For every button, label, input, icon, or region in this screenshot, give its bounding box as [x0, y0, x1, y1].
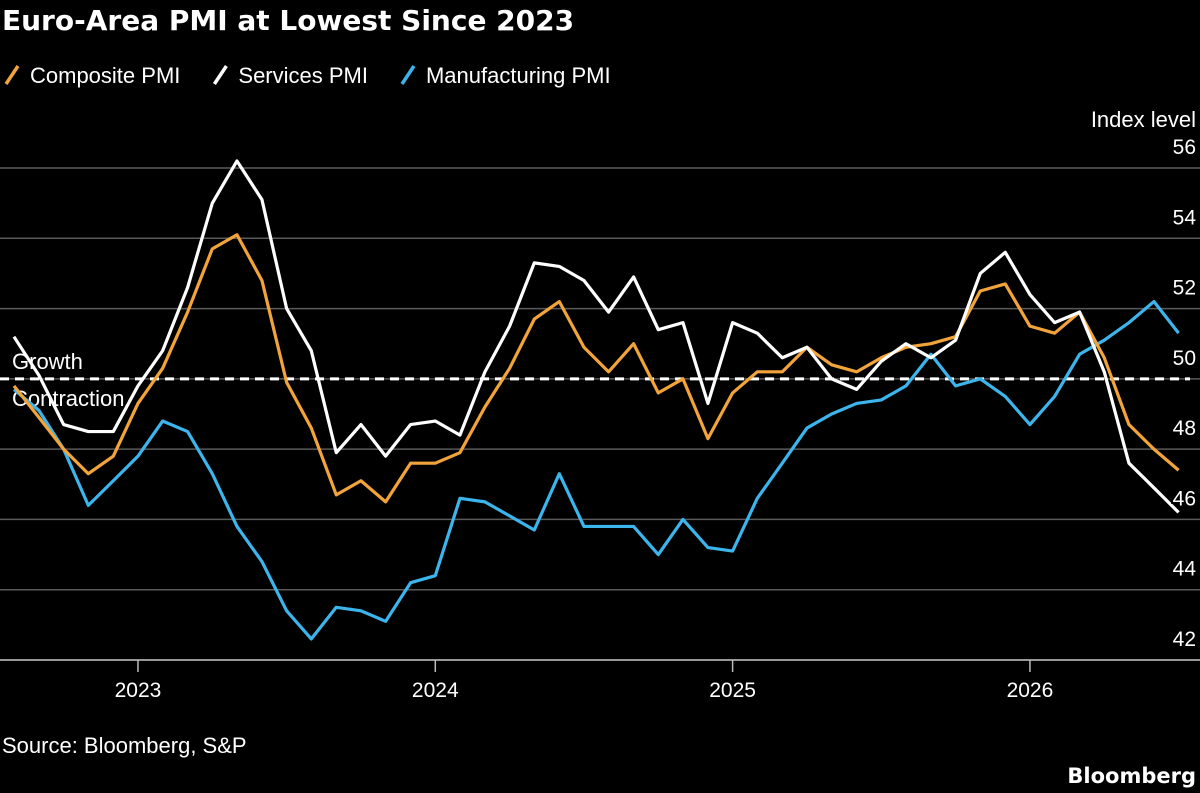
y-axis-label: Index level: [1091, 107, 1196, 132]
x-tick-label: 2025: [709, 679, 756, 702]
series-line: [12, 299, 1180, 641]
chart-title: Euro-Area PMI at Lowest Since 2023: [2, 4, 574, 37]
series-line: [12, 233, 1180, 504]
y-tick-label: 46: [1173, 487, 1196, 510]
y-tick-label: 44: [1173, 558, 1197, 581]
y-tick-label: 54: [1173, 206, 1197, 229]
annotation: Contraction: [12, 386, 125, 411]
branding: Bloomberg: [1067, 764, 1196, 788]
source: Source: Bloomberg, S&P: [2, 733, 247, 758]
legend-swatch: [400, 65, 416, 85]
y-tick-label: 56: [1173, 136, 1196, 159]
legend-swatch: [212, 65, 228, 85]
legend-label: Manufacturing PMI: [426, 63, 611, 88]
legend-swatch: [4, 65, 20, 85]
x-tick-label: 2024: [412, 679, 459, 702]
legend-item: Manufacturing PMI: [400, 63, 611, 88]
legend-label: Composite PMI: [30, 63, 180, 88]
legend-item: Composite PMI: [4, 63, 180, 88]
y-tick-label: 42: [1173, 628, 1196, 651]
x-tick-label: 2026: [1007, 679, 1054, 702]
y-tick-label: 48: [1173, 417, 1196, 440]
legend-item: Services PMI: [212, 63, 368, 88]
y-tick-label: 50: [1173, 347, 1196, 370]
y-tick-label: 52: [1173, 277, 1196, 300]
series-line: [12, 159, 1180, 514]
legend-label: Services PMI: [238, 63, 368, 88]
x-tick-label: 2023: [115, 679, 162, 702]
